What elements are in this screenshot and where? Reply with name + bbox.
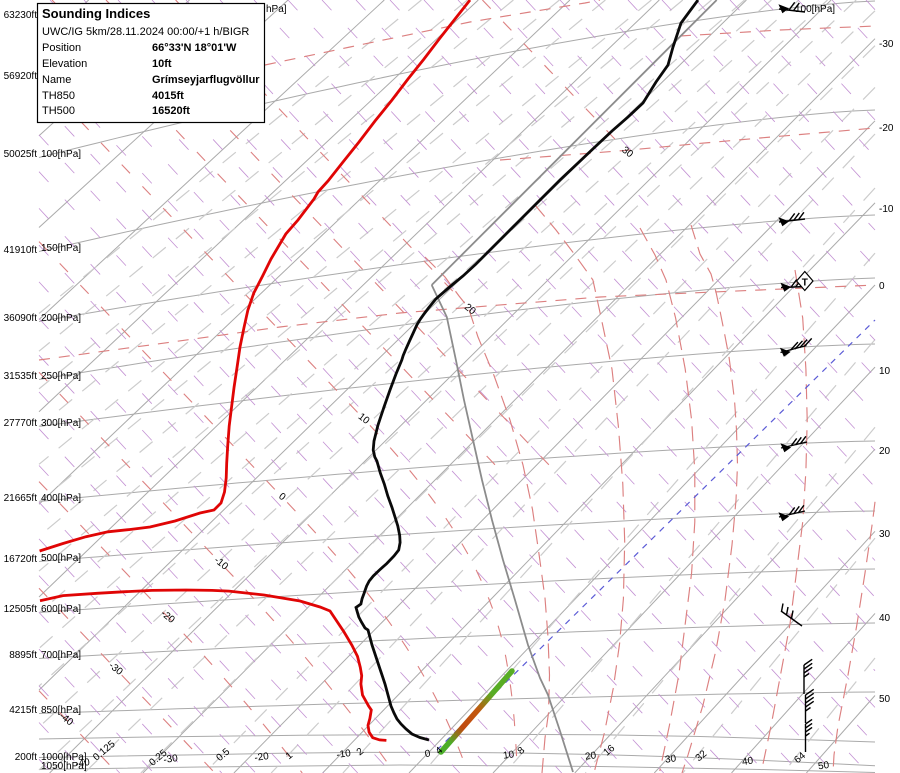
svg-text:Position: Position bbox=[42, 42, 81, 54]
svg-text:36090ft: 36090ft bbox=[4, 313, 38, 324]
svg-text:31535ft: 31535ft bbox=[4, 371, 38, 382]
svg-text:4015ft: 4015ft bbox=[152, 90, 184, 102]
svg-text:4215ft: 4215ft bbox=[9, 705, 37, 716]
svg-text:50: 50 bbox=[817, 760, 830, 773]
svg-text:0: 0 bbox=[879, 281, 885, 292]
svg-text:50: 50 bbox=[879, 694, 891, 705]
svg-text:63230ft: 63230ft bbox=[4, 10, 38, 21]
svg-text:1000[hPa]: 1000[hPa] bbox=[41, 752, 87, 763]
svg-text:20: 20 bbox=[879, 446, 891, 457]
svg-text:T: T bbox=[802, 278, 808, 289]
svg-text:40: 40 bbox=[879, 613, 891, 624]
svg-text:27770ft: 27770ft bbox=[4, 418, 38, 429]
svg-text:10: 10 bbox=[879, 366, 891, 377]
svg-text:10ft: 10ft bbox=[152, 58, 172, 70]
svg-text:0: 0 bbox=[276, 491, 288, 503]
svg-text:Sounding Indices: Sounding Indices bbox=[42, 6, 150, 21]
svg-text:850[hPa]: 850[hPa] bbox=[41, 705, 81, 716]
svg-text:100[hPa]: 100[hPa] bbox=[795, 4, 835, 15]
svg-text:hPa]: hPa] bbox=[266, 4, 287, 15]
svg-text:30: 30 bbox=[879, 529, 891, 540]
svg-text:2: 2 bbox=[355, 746, 367, 758]
svg-text:8895ft: 8895ft bbox=[9, 650, 37, 661]
svg-text:250[hPa]: 250[hPa] bbox=[41, 371, 81, 382]
svg-text:TH500: TH500 bbox=[42, 105, 75, 117]
svg-text:TH850: TH850 bbox=[42, 90, 75, 102]
svg-text:40: 40 bbox=[741, 756, 754, 769]
svg-text:Elevation: Elevation bbox=[42, 58, 87, 70]
svg-text:500[hPa]: 500[hPa] bbox=[41, 553, 81, 564]
svg-text:-20: -20 bbox=[879, 123, 894, 134]
svg-text:600[hPa]: 600[hPa] bbox=[41, 604, 81, 615]
svg-text:-40: -40 bbox=[75, 757, 91, 770]
svg-text:300[hPa]: 300[hPa] bbox=[41, 418, 81, 429]
svg-text:Name: Name bbox=[42, 74, 71, 86]
svg-text:150[hPa]: 150[hPa] bbox=[41, 243, 81, 254]
svg-text:56920ft: 56920ft bbox=[4, 71, 38, 82]
svg-text:0: 0 bbox=[424, 748, 431, 760]
svg-text:-10: -10 bbox=[336, 748, 352, 761]
svg-text:400[hPa]: 400[hPa] bbox=[41, 493, 81, 504]
svg-text:-30: -30 bbox=[163, 753, 179, 766]
svg-text:10: 10 bbox=[502, 749, 515, 762]
svg-text:700[hPa]: 700[hPa] bbox=[41, 650, 81, 661]
svg-text:-30: -30 bbox=[879, 39, 894, 50]
svg-text:-20: -20 bbox=[254, 751, 270, 764]
svg-text:100[hPa]: 100[hPa] bbox=[41, 149, 81, 160]
svg-text:50025ft: 50025ft bbox=[4, 149, 38, 160]
svg-text:1: 1 bbox=[284, 750, 296, 762]
svg-text:UWC/IG 5km/28.11.2024 00:00/+1: UWC/IG 5km/28.11.2024 00:00/+1 h/BIGR bbox=[42, 26, 249, 38]
svg-text:8: 8 bbox=[516, 745, 528, 757]
svg-text:200ft: 200ft bbox=[15, 752, 37, 763]
svg-text:12505ft: 12505ft bbox=[4, 604, 38, 615]
svg-text:4: 4 bbox=[434, 745, 446, 757]
svg-text:-10: -10 bbox=[879, 204, 894, 215]
svg-text:16520ft: 16520ft bbox=[152, 105, 190, 117]
svg-text:1050[hPa]: 1050[hPa] bbox=[41, 761, 87, 772]
svg-text:21665ft: 21665ft bbox=[4, 493, 38, 504]
svg-text:20: 20 bbox=[584, 750, 597, 763]
svg-text:41910ft: 41910ft bbox=[4, 245, 38, 256]
svg-text:16720ft: 16720ft bbox=[4, 554, 38, 565]
svg-text:66°33'N 18°01'W: 66°33'N 18°01'W bbox=[152, 42, 237, 54]
svg-text:Grímseyjarflugvöllur: Grímseyjarflugvöllur bbox=[152, 74, 260, 86]
svg-text:30: 30 bbox=[664, 753, 677, 766]
svg-text:200[hPa]: 200[hPa] bbox=[41, 313, 81, 324]
